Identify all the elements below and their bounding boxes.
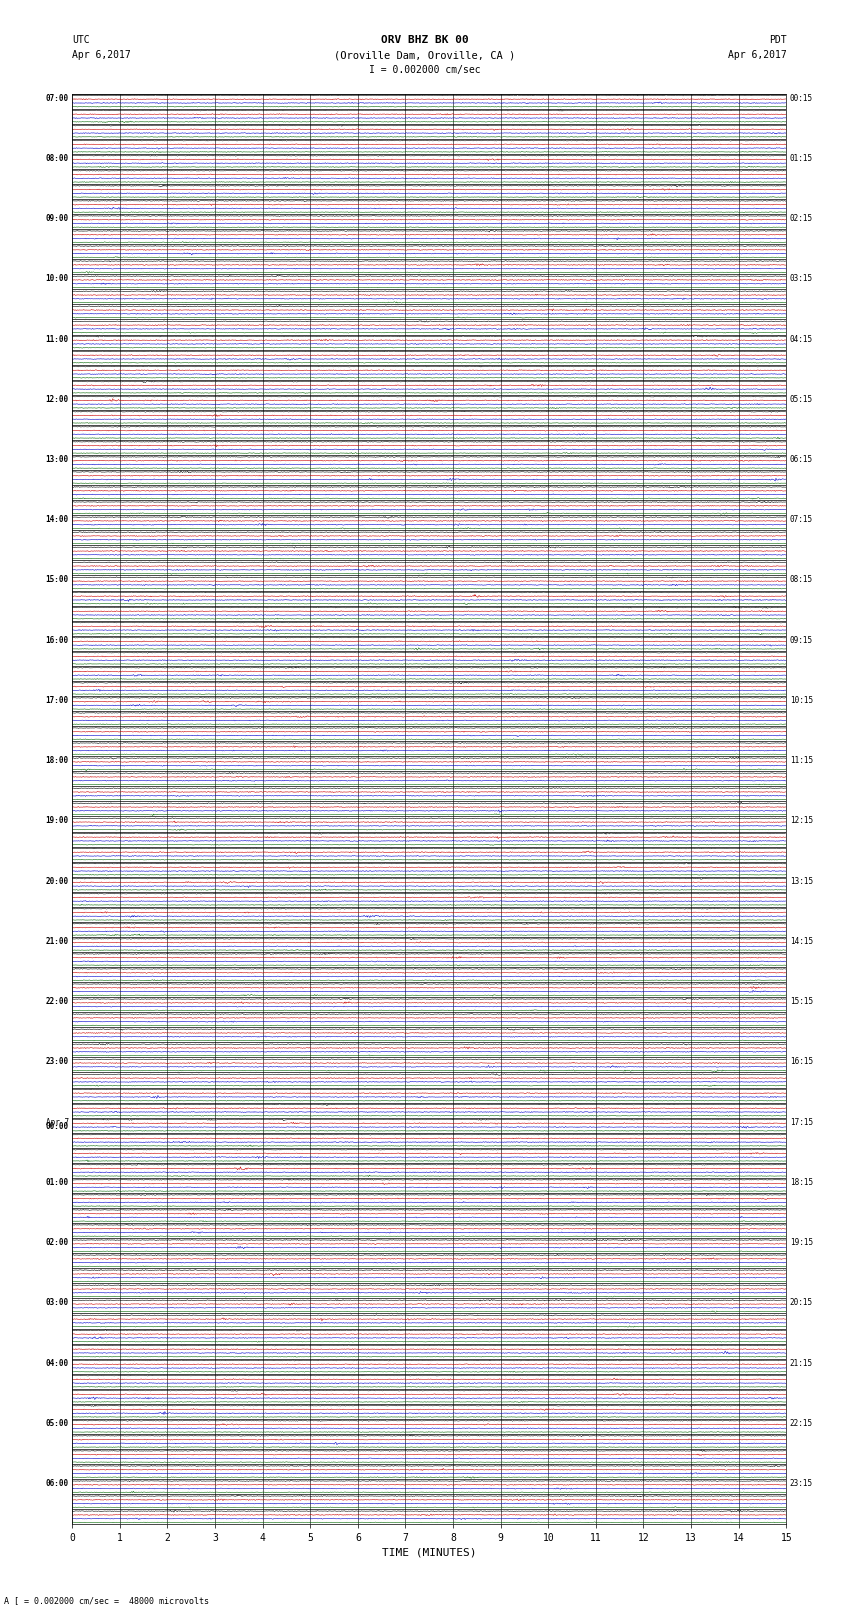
Text: 18:15: 18:15	[790, 1177, 813, 1187]
X-axis label: TIME (MINUTES): TIME (MINUTES)	[382, 1547, 477, 1558]
Text: 19:00: 19:00	[46, 816, 69, 826]
Text: 12:00: 12:00	[46, 395, 69, 403]
Text: 09:15: 09:15	[790, 636, 813, 645]
Text: Apr 7: Apr 7	[46, 1118, 69, 1126]
Text: Apr 6,2017: Apr 6,2017	[72, 50, 131, 60]
Text: 09:00: 09:00	[46, 215, 69, 223]
Text: 21:15: 21:15	[790, 1358, 813, 1368]
Text: ORV BHZ BK 00: ORV BHZ BK 00	[381, 35, 469, 45]
Text: 03:00: 03:00	[46, 1298, 69, 1308]
Text: 20:00: 20:00	[46, 877, 69, 886]
Text: 12:15: 12:15	[790, 816, 813, 826]
Text: 23:00: 23:00	[46, 1058, 69, 1066]
Text: 07:15: 07:15	[790, 515, 813, 524]
Text: 15:00: 15:00	[46, 576, 69, 584]
Text: 08:00: 08:00	[46, 153, 69, 163]
Text: 23:15: 23:15	[790, 1479, 813, 1489]
Text: 22:15: 22:15	[790, 1419, 813, 1428]
Text: 17:00: 17:00	[46, 695, 69, 705]
Text: 06:00: 06:00	[46, 1479, 69, 1489]
Text: 19:15: 19:15	[790, 1239, 813, 1247]
Text: PDT: PDT	[768, 35, 786, 45]
Text: 03:15: 03:15	[790, 274, 813, 284]
Text: 16:00: 16:00	[46, 636, 69, 645]
Text: 13:15: 13:15	[790, 877, 813, 886]
Text: I = 0.002000 cm/sec: I = 0.002000 cm/sec	[369, 65, 481, 74]
Text: 14:00: 14:00	[46, 515, 69, 524]
Text: 02:15: 02:15	[790, 215, 813, 223]
Text: 01:15: 01:15	[790, 153, 813, 163]
Text: A [ = 0.002000 cm/sec =  48000 microvolts: A [ = 0.002000 cm/sec = 48000 microvolts	[4, 1595, 209, 1605]
Text: 01:00: 01:00	[46, 1177, 69, 1187]
Text: UTC: UTC	[72, 35, 90, 45]
Text: 21:00: 21:00	[46, 937, 69, 945]
Text: 13:00: 13:00	[46, 455, 69, 465]
Text: 05:15: 05:15	[790, 395, 813, 403]
Text: 00:15: 00:15	[790, 94, 813, 103]
Text: 14:15: 14:15	[790, 937, 813, 945]
Text: 10:15: 10:15	[790, 695, 813, 705]
Text: (Oroville Dam, Oroville, CA ): (Oroville Dam, Oroville, CA )	[334, 50, 516, 60]
Text: 08:15: 08:15	[790, 576, 813, 584]
Text: 11:15: 11:15	[790, 756, 813, 765]
Text: 18:00: 18:00	[46, 756, 69, 765]
Text: 20:15: 20:15	[790, 1298, 813, 1308]
Text: 22:00: 22:00	[46, 997, 69, 1007]
Text: 15:15: 15:15	[790, 997, 813, 1007]
Text: 02:00: 02:00	[46, 1239, 69, 1247]
Text: 04:00: 04:00	[46, 1358, 69, 1368]
Text: Apr 6,2017: Apr 6,2017	[728, 50, 786, 60]
Text: 10:00: 10:00	[46, 274, 69, 284]
Text: 16:15: 16:15	[790, 1058, 813, 1066]
Text: 07:00: 07:00	[46, 94, 69, 103]
Text: 04:15: 04:15	[790, 334, 813, 344]
Text: 11:00: 11:00	[46, 334, 69, 344]
Text: 05:00: 05:00	[46, 1419, 69, 1428]
Text: 17:15: 17:15	[790, 1118, 813, 1126]
Text: 06:15: 06:15	[790, 455, 813, 465]
Text: 00:00: 00:00	[46, 1123, 69, 1131]
